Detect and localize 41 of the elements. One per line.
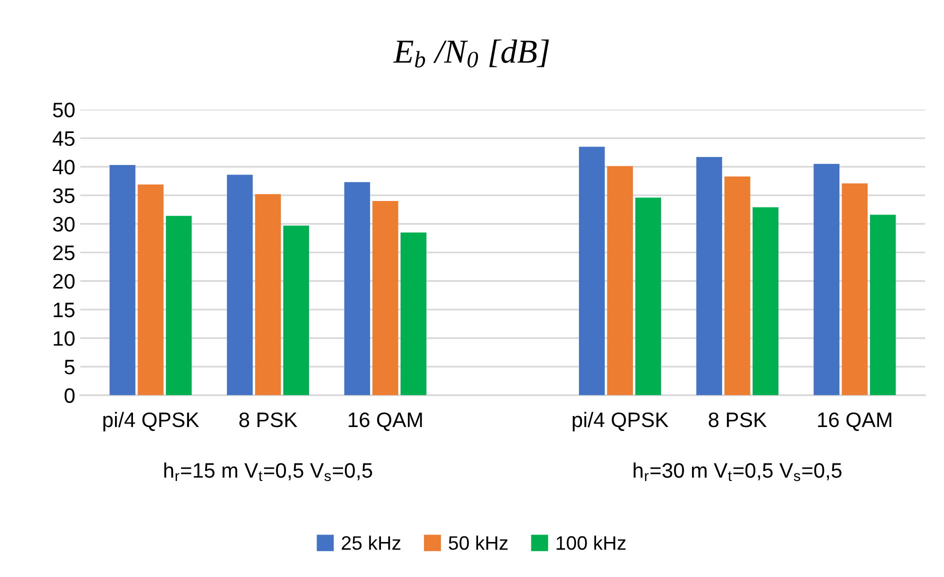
bar: [110, 165, 136, 396]
x-tick-label: 8 PSK: [708, 412, 767, 428]
x-tick-label: 8 PSK: [239, 412, 298, 428]
y-tick-label: 30: [53, 216, 75, 232]
bar: [814, 164, 840, 396]
legend-label: 100 kHz: [556, 536, 626, 550]
bar: [226, 174, 253, 396]
bar: [578, 146, 605, 396]
y-tick-label: 20: [53, 274, 75, 289]
x-tick-label: 16 QAM: [348, 412, 422, 431]
bar: [842, 183, 868, 396]
bar: [138, 184, 164, 396]
bar: [607, 166, 633, 396]
x-tick-label: 16 QAM: [818, 412, 892, 431]
bar: [400, 232, 426, 396]
y-tick-label: 25: [53, 245, 75, 260]
text: h$_{r}$=30 m V$_{t}$=0,5 V$_{s}$=0,5: [634, 462, 842, 482]
bar: [696, 157, 722, 396]
bar: [166, 216, 192, 396]
bar: [283, 226, 310, 396]
y-tick-label: 10: [54, 331, 75, 346]
x-tick-label: pi/4 QPSK: [103, 412, 200, 432]
bar: [752, 207, 778, 396]
legend-label: 25 kHz: [342, 536, 400, 550]
y-tick-label: 35: [53, 188, 75, 204]
text: h$_{r}$=15 m V$_{t}$=0,5 V$_{s}$=0,5: [164, 462, 372, 482]
y-tick-label: 0: [64, 388, 75, 403]
bar: [372, 201, 398, 396]
chart-title: E$_{b}$ /N$_{0}$ [dB]: [393, 39, 549, 68]
bar: [870, 214, 896, 396]
bar: [344, 182, 370, 396]
bar: [635, 198, 662, 396]
y-tick-label: 15: [54, 302, 75, 318]
legend-label: 50 kHz: [448, 536, 508, 550]
bar: [255, 194, 281, 396]
y-tick-label: 50: [53, 102, 75, 118]
y-tick-label: 45: [52, 131, 75, 146]
bar: [724, 176, 750, 396]
y-tick-label: 40: [52, 160, 75, 175]
y-tick-label: 5: [64, 360, 75, 374]
x-tick-label: pi/4 QPSK: [572, 412, 668, 432]
